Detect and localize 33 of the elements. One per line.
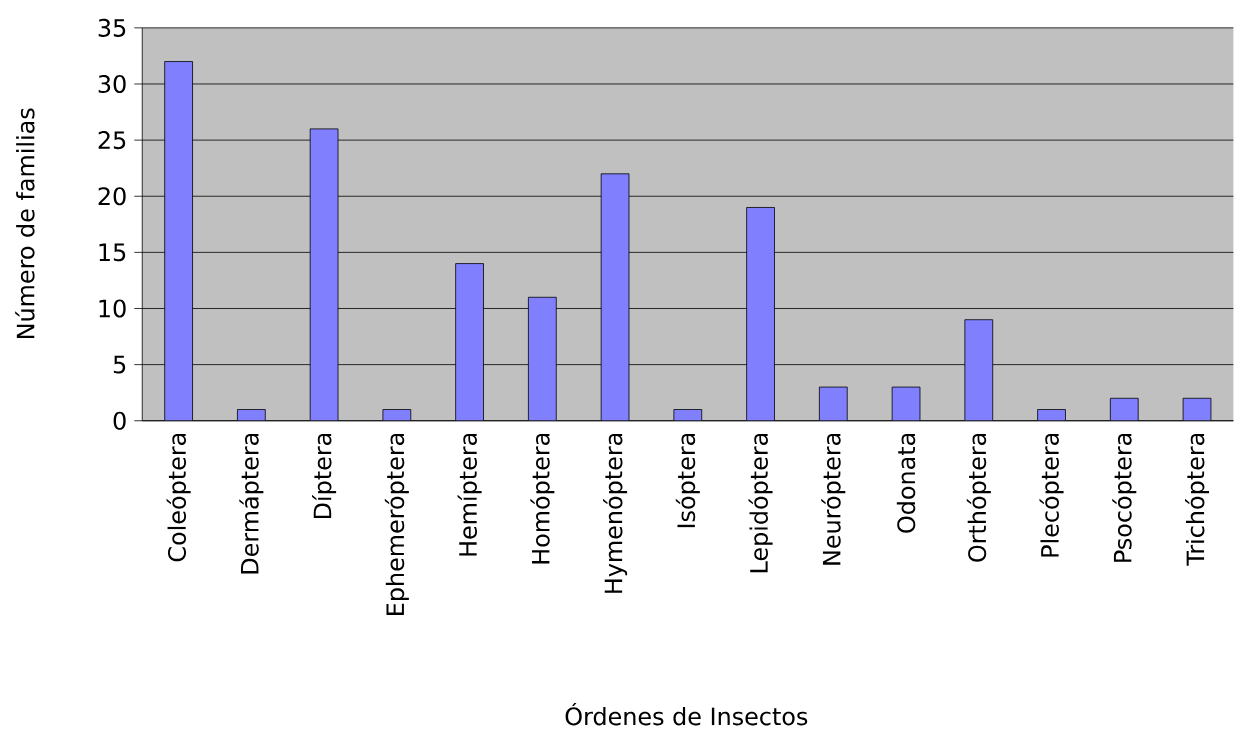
y-tick-label: 30 [98, 74, 126, 93]
bar [1109, 397, 1139, 421]
y-tick-label: 0 [113, 411, 126, 430]
y-tick-label: 25 [98, 131, 126, 150]
x-tick-label: Lepidóptera [748, 433, 773, 573]
bar [891, 386, 921, 421]
x-tick-label: Neuróptera [821, 433, 846, 565]
x-tick-label: Homóptera [530, 433, 555, 564]
y-axis-title: Número de familias [15, 108, 35, 338]
y-tick-label: 5 [113, 355, 126, 374]
x-tick-label: Dermáptera [239, 433, 264, 574]
x-tick-label: Coleóptera [166, 433, 191, 562]
bar [818, 386, 848, 421]
x-tick-label: Plecóptera [1039, 433, 1064, 557]
x-tick-label: Hymenóptera [603, 433, 628, 593]
y-tick-label: 35 [98, 18, 126, 37]
x-tick-label: Orthóptera [966, 433, 991, 562]
y-tick-label: 10 [99, 299, 126, 318]
x-tick-label: Trichóptera [1184, 433, 1210, 566]
bar [237, 409, 266, 421]
bar [1182, 397, 1212, 421]
bar [673, 409, 703, 421]
x-tick-label: Odonata [896, 433, 916, 533]
x-tick-label: Psocóptera [1112, 433, 1137, 562]
bar [1037, 409, 1066, 421]
bar [382, 409, 412, 421]
x-tick-label: Díptera [312, 433, 337, 519]
x-tick-label: Isóptera [675, 433, 700, 528]
y-tick-label: 15 [99, 243, 126, 262]
x-tick-label: Ephemeróptera [384, 433, 409, 615]
y-tick-label: 20 [98, 187, 126, 206]
x-axis-title: Órdenes de Insectos [565, 702, 808, 726]
x-tick-label: Hemíptera [457, 433, 482, 556]
